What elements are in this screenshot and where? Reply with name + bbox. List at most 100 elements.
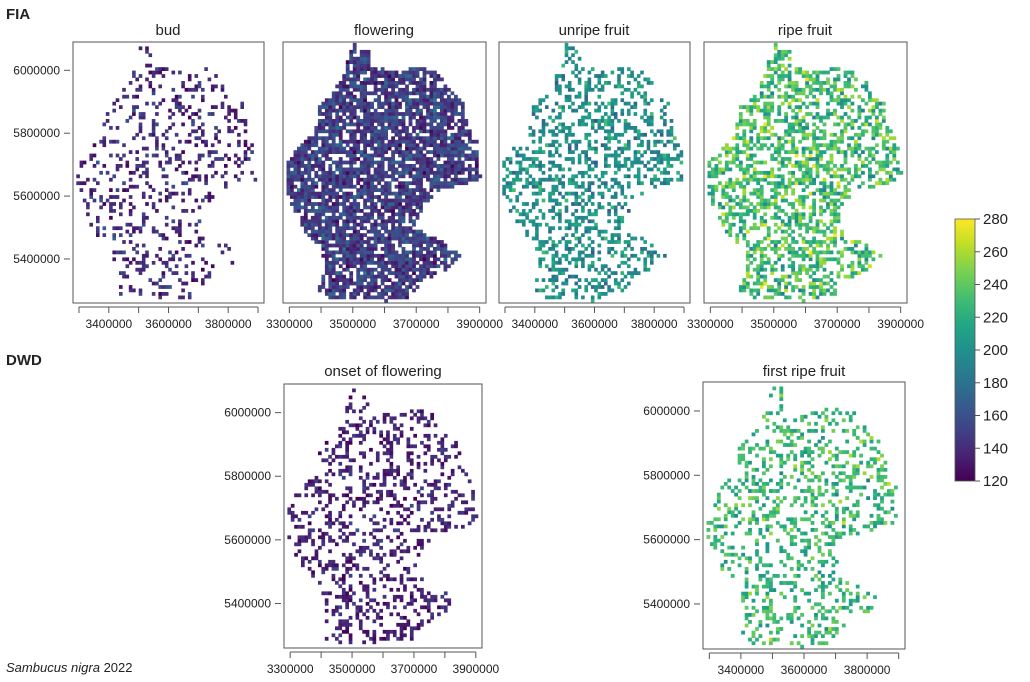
raster-cell bbox=[752, 295, 757, 300]
raster-cell bbox=[791, 81, 795, 85]
raster-cell bbox=[561, 181, 565, 186]
raster-cell bbox=[574, 174, 579, 179]
raster-cell bbox=[728, 181, 733, 186]
raster-cell bbox=[398, 122, 402, 127]
raster-cell bbox=[777, 94, 782, 99]
raster-cell bbox=[86, 202, 90, 206]
raster-cell bbox=[666, 160, 670, 165]
raster-cell bbox=[454, 143, 458, 148]
raster-cell bbox=[604, 146, 608, 151]
raster-cell bbox=[752, 257, 757, 262]
raster-cell bbox=[433, 84, 437, 89]
raster-cell bbox=[317, 150, 322, 154]
raster-cell bbox=[412, 219, 416, 224]
raster-cell bbox=[363, 188, 367, 192]
raster-cell bbox=[745, 167, 750, 172]
raster-cell bbox=[422, 257, 427, 262]
raster-cell bbox=[564, 84, 569, 89]
raster-cell bbox=[401, 240, 406, 244]
raster-cell bbox=[505, 167, 510, 172]
raster-cell bbox=[584, 84, 588, 89]
raster-cell bbox=[412, 188, 416, 192]
raster-cell bbox=[426, 160, 430, 165]
raster-cell bbox=[505, 174, 510, 179]
raster-cell bbox=[335, 257, 340, 262]
raster-cell bbox=[443, 129, 448, 134]
raster-cell bbox=[850, 271, 855, 275]
raster-cell bbox=[791, 139, 795, 144]
raster-cell bbox=[122, 250, 126, 255]
raster-cell bbox=[405, 132, 409, 137]
raster-cell bbox=[178, 226, 182, 231]
raster-cell bbox=[763, 129, 768, 134]
raster-cell bbox=[850, 70, 855, 75]
raster-cell bbox=[321, 219, 326, 224]
raster-cell bbox=[363, 233, 367, 237]
raster-cell bbox=[759, 108, 764, 113]
raster-cell bbox=[352, 108, 357, 113]
raster-cell bbox=[328, 243, 333, 248]
raster-cell bbox=[391, 219, 395, 224]
raster-cell bbox=[457, 126, 462, 130]
raster-cell bbox=[174, 132, 179, 137]
raster-cell bbox=[812, 285, 816, 289]
raster-cell bbox=[105, 170, 110, 175]
raster-cell bbox=[158, 278, 162, 282]
raster-cell bbox=[763, 212, 768, 217]
raster-cell bbox=[567, 94, 572, 99]
raster-cell bbox=[377, 160, 381, 165]
raster-cell bbox=[812, 226, 816, 231]
raster-cell bbox=[752, 209, 757, 213]
raster-cell bbox=[815, 157, 820, 161]
raster-cell bbox=[724, 195, 729, 199]
raster-cell bbox=[711, 188, 715, 192]
raster-cell bbox=[419, 153, 423, 158]
raster-cell bbox=[561, 63, 565, 68]
raster-cell bbox=[138, 46, 143, 51]
raster-cell bbox=[373, 247, 378, 251]
raster-cell bbox=[310, 181, 315, 186]
raster-cell bbox=[109, 209, 113, 213]
raster-cell bbox=[787, 170, 792, 175]
raster-cell bbox=[590, 181, 595, 186]
raster-cell bbox=[801, 181, 806, 186]
raster-cell bbox=[554, 243, 559, 248]
raster-cell bbox=[338, 160, 343, 165]
raster-cell bbox=[567, 240, 572, 244]
raster-cell bbox=[613, 195, 618, 199]
raster-cell bbox=[613, 219, 618, 224]
raster-cell bbox=[380, 132, 385, 137]
raster-cell bbox=[307, 226, 312, 231]
raster-cell bbox=[515, 170, 519, 175]
raster-cell bbox=[522, 212, 526, 217]
raster-cell bbox=[581, 101, 585, 106]
raster-cell bbox=[630, 91, 634, 96]
raster-cell bbox=[584, 226, 588, 231]
raster-cell bbox=[728, 222, 733, 227]
raster-cell bbox=[290, 174, 294, 179]
raster-cell bbox=[338, 229, 343, 234]
raster-cell bbox=[759, 250, 764, 255]
raster-cell bbox=[128, 81, 133, 85]
raster-cell bbox=[460, 177, 465, 182]
raster-cell bbox=[401, 229, 406, 234]
raster-cell bbox=[531, 191, 536, 196]
raster-cell bbox=[324, 150, 329, 154]
raster-cell bbox=[119, 164, 123, 168]
raster-cell bbox=[627, 139, 631, 144]
raster-cell bbox=[604, 129, 608, 134]
raster-cell bbox=[387, 198, 392, 203]
raster-cell bbox=[604, 292, 608, 296]
raster-cell bbox=[433, 126, 437, 130]
raster-cell bbox=[819, 143, 823, 148]
raster-cell bbox=[574, 195, 579, 199]
raster-cell bbox=[721, 195, 726, 199]
raster-cell bbox=[531, 181, 536, 186]
raster-cell bbox=[610, 271, 615, 275]
raster-cell bbox=[590, 191, 595, 196]
raster-cell bbox=[433, 236, 437, 241]
raster-cell bbox=[405, 77, 409, 82]
raster-cell bbox=[377, 209, 381, 213]
raster-cell bbox=[587, 195, 592, 199]
raster-cell bbox=[342, 150, 347, 154]
